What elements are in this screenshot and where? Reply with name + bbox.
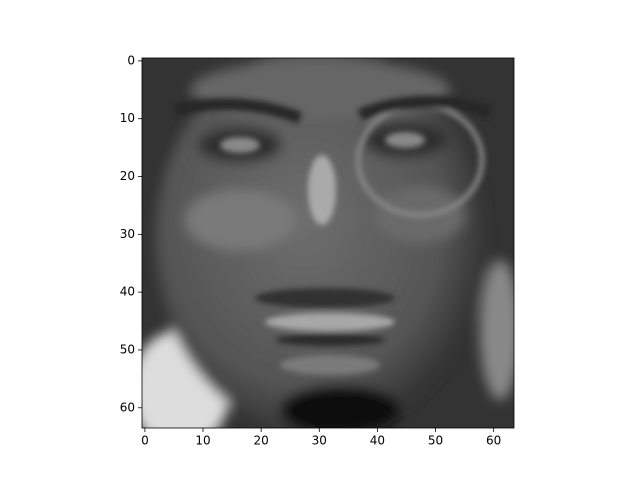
x-tick-label: 10: [195, 434, 210, 448]
axes-frame: [141, 57, 515, 429]
y-tick-label: 40: [120, 285, 135, 299]
y-tick-label: 60: [120, 400, 135, 414]
y-tick-label: 0: [127, 53, 135, 67]
y-tick-label: 50: [120, 342, 135, 356]
axes: [141, 57, 515, 429]
y-tick-label: 20: [120, 169, 135, 183]
x-tick-label: 60: [486, 434, 501, 448]
x-tick-label: 50: [428, 434, 443, 448]
image: [142, 58, 514, 428]
y-tick-label: 30: [120, 227, 135, 241]
x-tick-label: 40: [370, 434, 385, 448]
x-tick-label: 20: [254, 434, 269, 448]
x-tick-label: 30: [312, 434, 327, 448]
x-tick-label: 0: [141, 434, 149, 448]
y-tick-label: 10: [120, 111, 135, 125]
